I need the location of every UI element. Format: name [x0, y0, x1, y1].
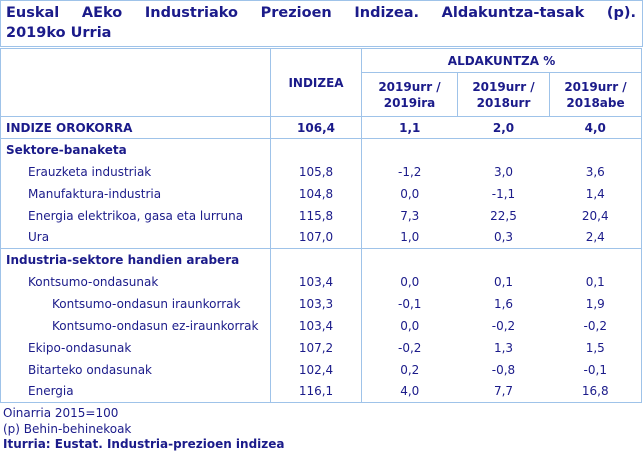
- change-value: 16,8: [581, 384, 609, 399]
- table-row: Ura 107,0 1,0 0,3 2,4: [0, 226, 642, 249]
- report-title-line1: Euskal AEko Industriako Prezioen Indizea. Ald…: [6, 5, 636, 21]
- row-label: Kontsumo-ondasun ez-iraunkorrak: [0, 314, 271, 337]
- row-label: Energia: [0, 380, 271, 403]
- index-value: 116,1: [270, 380, 362, 403]
- table-row: Manufaktura-industria 104,8 0,0 -1,1 1,4: [0, 182, 642, 205]
- row-label: Energia elektrikoa, gasa eta lurruna: [0, 204, 271, 227]
- change-value: 3,6: [585, 164, 605, 179]
- table-header: INDIZEA ALDAKUNTZA % 2019urr / 2019ira 2…: [0, 48, 642, 117]
- column-header-aldakuntza: ALDAKUNTZA %: [361, 48, 642, 73]
- table-row: INDIZE OROKORRA 106,4 1,1 2,0 4,0: [0, 116, 642, 139]
- change-value: [362, 139, 458, 161]
- table-row: Erauzketa industriak 105,8 -1,2 3,0 3,6: [0, 160, 642, 183]
- table-body: INDIZE OROKORRA 106,4 1,1 2,0 4,0 Sektore-ban…: [0, 116, 642, 403]
- change-value: 1,0: [361, 226, 458, 249]
- change-value: -0,2: [398, 340, 422, 355]
- source-note: Iturria: Eustat. Industria-prezioen indi…: [3, 437, 285, 451]
- change-value: [458, 139, 550, 161]
- table-row: Industria-sektore handien arabera: [0, 248, 642, 271]
- index-value: 105,8: [270, 160, 362, 183]
- index-value: [270, 138, 362, 161]
- change-value: 0,3: [457, 226, 550, 249]
- index-value: 103,4: [270, 314, 362, 337]
- index-value: 103,3: [270, 292, 362, 315]
- change-value: 2,0: [457, 116, 550, 139]
- index-value: 107,2: [270, 336, 362, 359]
- change-value: 1,6: [493, 296, 514, 311]
- row-label: Kontsumo-ondasunak: [0, 270, 271, 293]
- change-value: 0,0: [400, 186, 420, 201]
- change-value: 3,0: [493, 164, 514, 179]
- index-value: [270, 248, 362, 271]
- table-row: Bitarteko ondasunak 102,4 0,2 -0,8 -0,1: [0, 358, 642, 381]
- row-label: Kontsumo-ondasun iraunkorrak: [0, 292, 271, 315]
- table-row: Kontsumo-ondasun ez-iraunkorrak 103,4 0,0 -…: [0, 314, 642, 337]
- row-label: Ura: [0, 226, 271, 249]
- column-header-indizea: INDIZEA: [270, 48, 362, 117]
- change-value: [550, 249, 642, 271]
- index-value: 107,0: [270, 226, 362, 249]
- change-value: -0,1: [583, 362, 607, 377]
- change-value: 1,4: [585, 186, 605, 201]
- change-value: -0,1: [398, 296, 422, 311]
- change-value: 7,3: [400, 208, 420, 223]
- report-title-line2: 2019ko Urria: [6, 25, 112, 41]
- table-row: Sektore-banaketa: [0, 138, 642, 161]
- column-header-period-2: 2019urr / 2018urr: [457, 72, 550, 117]
- row-label: Industria-sektore handien arabera: [0, 248, 271, 271]
- column-header-period-3: 2019urr / 2018abe: [548, 72, 642, 117]
- index-value: 102,4: [270, 358, 362, 381]
- column-header-period-1: 2019urr / 2019ira: [361, 72, 458, 117]
- row-label: Sektore-banaketa: [0, 138, 271, 161]
- change-value: 4,0: [400, 384, 420, 399]
- change-value: 1,5: [585, 340, 605, 355]
- change-value: -1,1: [491, 186, 516, 201]
- change-value: 2,4: [549, 226, 642, 249]
- index-value: 106,4: [270, 116, 362, 139]
- table-footnotes: Oinarria 2015=100 (p) Behin-behinekoak I…: [0, 406, 643, 453]
- change-value: 0,2: [400, 362, 420, 377]
- change-value: 20,4: [581, 208, 609, 223]
- row-label: Manufaktura-industria: [0, 182, 271, 205]
- change-value: -1,2: [398, 164, 422, 179]
- change-value: 1,9: [585, 296, 605, 311]
- footnote-provisional: (p) Behin-behinekoak: [3, 421, 132, 436]
- change-value: 4,0: [549, 116, 642, 139]
- price-index-table: INDIZEA ALDAKUNTZA % 2019urr / 2019ira 2…: [0, 48, 643, 403]
- change-value: -0,2: [583, 318, 607, 333]
- change-value: -0,2: [491, 318, 516, 333]
- column-header-empty: [0, 48, 271, 117]
- table-row: Energia 116,1 4,0 7,7 16,8: [0, 380, 642, 403]
- row-label: INDIZE OROKORRA: [0, 116, 271, 139]
- change-value: 22,5: [490, 208, 517, 223]
- change-value: 0,0: [400, 274, 420, 289]
- footnote-base: Oinarria 2015=100: [3, 406, 119, 420]
- table-row: Kontsumo-ondasun iraunkorrak 103,3 -0,1 1,6…: [0, 292, 642, 315]
- change-value: [362, 249, 458, 271]
- change-value: 0,1: [493, 274, 514, 289]
- change-value: 1,1: [361, 116, 458, 139]
- change-value: 0,0: [400, 318, 420, 333]
- table-row: Ekipo-ondasunak 107,2 -0,2 1,3 1,5: [0, 336, 642, 359]
- row-label: Erauzketa industriak: [0, 160, 271, 183]
- table-row: Energia elektrikoa, gasa eta lurruna 115,…: [0, 204, 642, 227]
- index-value: 104,8: [270, 182, 362, 205]
- index-value: 103,4: [270, 270, 362, 293]
- change-value: -0,8: [491, 362, 516, 377]
- change-value: 7,7: [493, 384, 514, 399]
- change-value: 1,3: [493, 340, 514, 355]
- report-title: Euskal AEko Industriako Prezioen Indizea. Ald…: [0, 0, 643, 47]
- change-value: [550, 139, 642, 161]
- change-value: 0,1: [585, 274, 605, 289]
- row-label: Ekipo-ondasunak: [0, 336, 271, 359]
- change-value: [458, 249, 550, 271]
- row-label: Bitarteko ondasunak: [0, 358, 271, 381]
- index-value: 115,8: [270, 204, 362, 227]
- table-row: Kontsumo-ondasunak 103,4 0,0 0,1 0,1: [0, 270, 642, 293]
